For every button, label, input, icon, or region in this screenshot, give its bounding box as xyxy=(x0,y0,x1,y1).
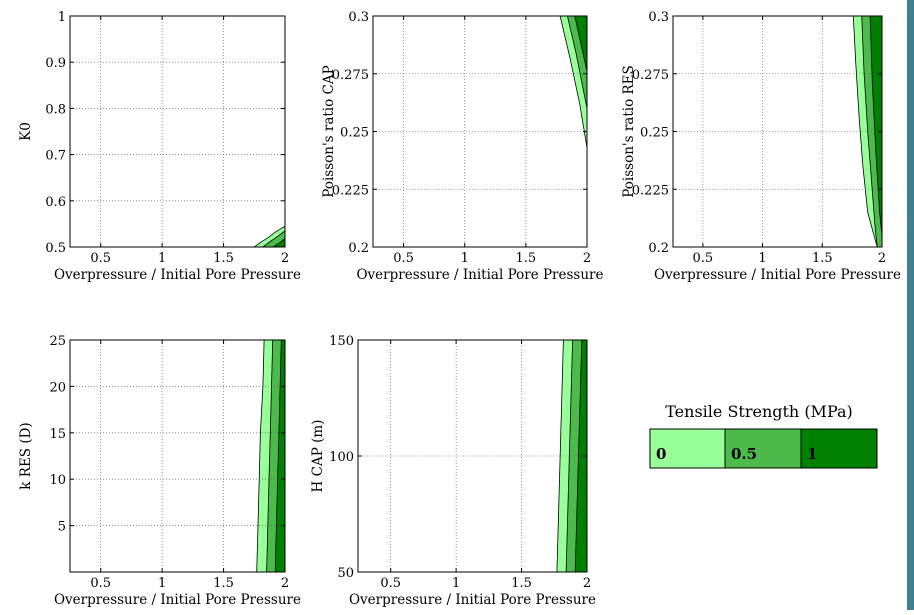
contour-region-level-1 xyxy=(574,340,587,572)
y-tick-label: 1 xyxy=(58,10,66,25)
y-tick-label: 0.5 xyxy=(45,241,66,256)
x-tick-label: 2 xyxy=(583,251,591,266)
y-tick-label: 0.3 xyxy=(648,10,669,25)
plot-frame xyxy=(69,15,286,248)
x-tick-label: 1.5 xyxy=(511,576,532,591)
y-tick-label: 0.2 xyxy=(348,241,369,256)
legend-swatch xyxy=(649,428,726,469)
y-tick-label: 0.6 xyxy=(45,195,66,210)
x-tick-label: 0.5 xyxy=(393,251,414,266)
legend-item-label: 1 xyxy=(807,445,817,463)
x-tick-label: 1.5 xyxy=(516,251,537,266)
legend-title: Tensile Strength (MPa) xyxy=(665,402,853,421)
y-tick-label: 20 xyxy=(49,380,66,395)
x-tick-label: 1 xyxy=(158,251,166,266)
x-tick-label: 0.5 xyxy=(90,251,111,266)
x-tick-label: 2 xyxy=(281,576,289,591)
contour-region-level-1 xyxy=(869,16,882,236)
y-axis-label: K0 xyxy=(18,122,34,141)
y-tick-label: 0.225 xyxy=(632,183,669,198)
y-axis-label: Poisson's ratio RES xyxy=(621,65,637,198)
subplot-3: 0.5 1 1.5 2 0.2 0.225 0.25 0.275 0.3 Overpressure… xyxy=(621,10,901,283)
x-axis-label: Overpressure / Initial Pore Pressure xyxy=(54,592,301,608)
x-tick-label: 1.5 xyxy=(812,251,833,266)
y-tick-label: 15 xyxy=(49,427,66,442)
x-tick-label: 2 xyxy=(583,576,591,591)
x-axis-label: Overpressure / Initial Pore Pressure xyxy=(654,267,901,283)
y-tick-label: 0.7 xyxy=(45,149,66,164)
subplot-5: 0.5 1 1.5 2 50 100 150 Overpressure / Initial P… xyxy=(310,334,596,608)
y-tick-label: 0.9 xyxy=(45,56,66,71)
x-tick-label: 2 xyxy=(281,251,289,266)
legend-swatch xyxy=(724,428,802,469)
y-tick-label: 0.2 xyxy=(648,241,669,256)
legend-swatch xyxy=(800,428,878,469)
y-tick-label: 0.8 xyxy=(45,102,66,117)
contour-regions xyxy=(256,340,285,572)
y-axis-label: Poisson's ratio CAP xyxy=(321,65,337,197)
x-tick-label: 1 xyxy=(452,576,460,591)
x-tick-label: 1.5 xyxy=(213,251,234,266)
x-tick-label: 1 xyxy=(461,251,469,266)
x-tick-label: 1.5 xyxy=(213,576,234,591)
x-tick-label: 1 xyxy=(758,251,766,266)
y-tick-label: 0.275 xyxy=(332,68,369,83)
x-tick-label: 1 xyxy=(158,576,166,591)
y-tick-label: 150 xyxy=(329,334,354,349)
y-tick-label: 100 xyxy=(329,450,354,465)
x-tick-label: 0.5 xyxy=(90,576,111,591)
legend-item-label: 0.5 xyxy=(731,445,757,463)
y-tick-label: 5 xyxy=(58,520,66,535)
x-axis-label: Overpressure / Initial Pore Pressure xyxy=(349,592,596,608)
x-tick-label: 0.5 xyxy=(693,251,714,266)
plot-frame xyxy=(69,339,286,573)
legend-item-label: 0 xyxy=(656,445,666,463)
contour-region-level-1 xyxy=(271,238,285,247)
subplot-2: 0.5 1 1.5 2 0.2 0.225 0.25 0.275 0.3 Overpressure… xyxy=(321,10,604,283)
y-tick-label: 0.275 xyxy=(632,68,669,83)
y-tick-label: 0.3 xyxy=(348,10,369,25)
x-axis-label: Overpressure / Initial Pore Pressure xyxy=(356,267,603,283)
y-axis-label: H CAP (m) xyxy=(310,420,326,493)
contour-region-level-1 xyxy=(574,16,587,72)
y-tick-label: 0.25 xyxy=(640,126,669,141)
plot-frame xyxy=(372,15,588,248)
legend: Tensile Strength (MPa) 0 0.5 1 xyxy=(649,402,878,469)
x-tick-label: 0.5 xyxy=(380,576,401,591)
y-tick-label: 0.25 xyxy=(340,126,369,141)
window-edge xyxy=(907,0,914,610)
y-tick-label: 10 xyxy=(49,473,66,488)
y-axis-label: k RES (D) xyxy=(18,422,34,489)
contour-regions xyxy=(559,16,587,149)
x-tick-label: 2 xyxy=(878,251,886,266)
x-axis-label: Overpressure / Initial Pore Pressure xyxy=(54,267,301,283)
contour-regions xyxy=(253,225,285,247)
y-tick-label: 0.225 xyxy=(332,183,369,198)
y-tick-label: 50 xyxy=(337,566,354,581)
y-tick-label: 25 xyxy=(49,334,66,349)
